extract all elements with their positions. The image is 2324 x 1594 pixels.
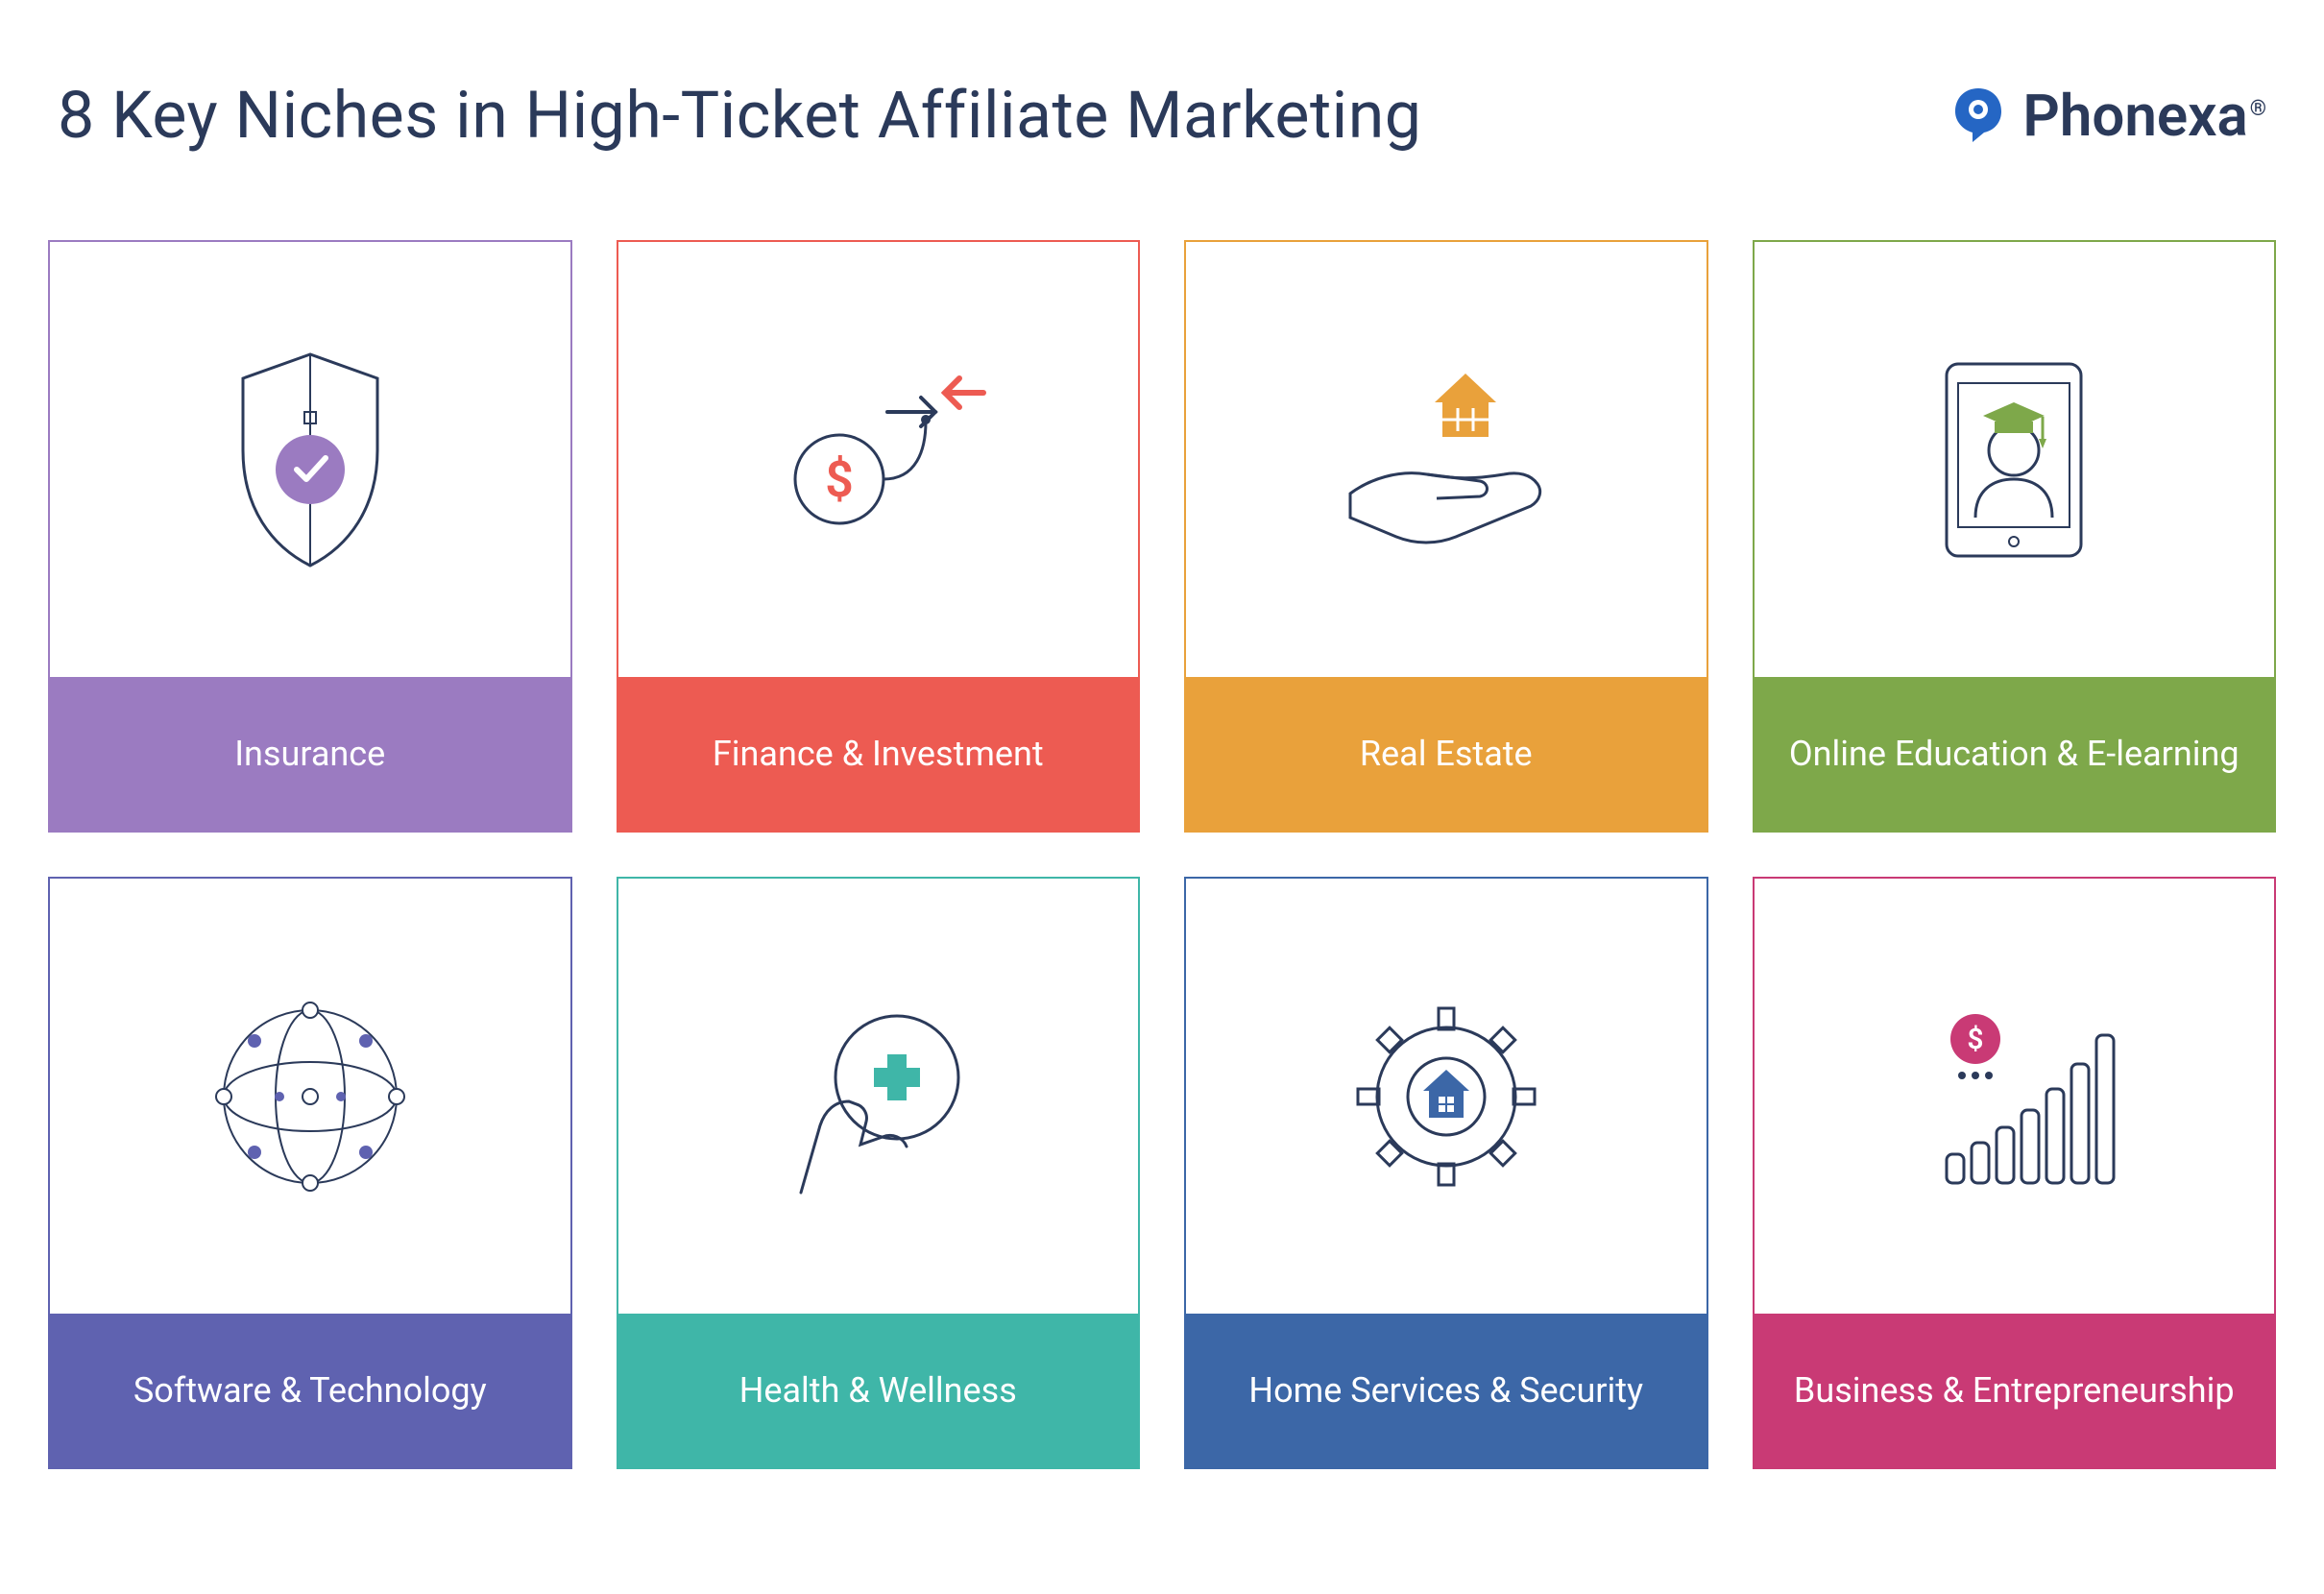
page-title: 8 Key Niches in High-Ticket Affiliate Ma… [58,77,1421,154]
card-software: Software & Technology [48,877,572,1469]
card-insurance: Insurance [48,240,572,833]
svg-text:$: $ [825,450,854,509]
card-business: $ Business & Entrepreneurship [1753,877,2277,1469]
card-education: Online Education & E-learning [1753,240,2277,833]
shield-check-icon [50,242,570,677]
growth-bars-icon: $ [1755,879,2275,1314]
card-label: Real Estate [1186,677,1707,831]
dollar-flow-icon: $ [618,242,1139,677]
card-homeservices: Home Services & Security [1184,877,1708,1469]
card-realestate: Real Estate [1184,240,1708,833]
header: 8 Key Niches in High-Ticket Affiliate Ma… [48,77,2276,154]
hand-house-icon [1186,242,1707,677]
card-label: Software & Technology [50,1314,570,1467]
card-health: Health & Wellness [617,877,1141,1469]
brand-logo: Phonexa® [1948,82,2266,150]
brand-name: Phonexa® [2022,82,2266,150]
card-label: Health & Wellness [618,1314,1139,1467]
card-label: Home Services & Security [1186,1314,1707,1467]
card-label: Insurance [50,677,570,831]
cards-grid: Insurance $ Finance & Investment [48,240,2276,1469]
hand-cross-icon [618,879,1139,1314]
card-label: Online Education & E-learning [1755,677,2275,831]
network-globe-icon [50,879,570,1314]
gear-house-icon [1186,879,1707,1314]
tablet-grad-icon [1755,242,2275,677]
card-finance: $ Finance & Investment [617,240,1141,833]
card-label: Finance & Investment [618,677,1139,831]
brand-logo-mark [1948,85,2009,146]
card-label: Business & Entrepreneurship [1755,1314,2275,1467]
svg-text:$: $ [1968,1023,1984,1056]
